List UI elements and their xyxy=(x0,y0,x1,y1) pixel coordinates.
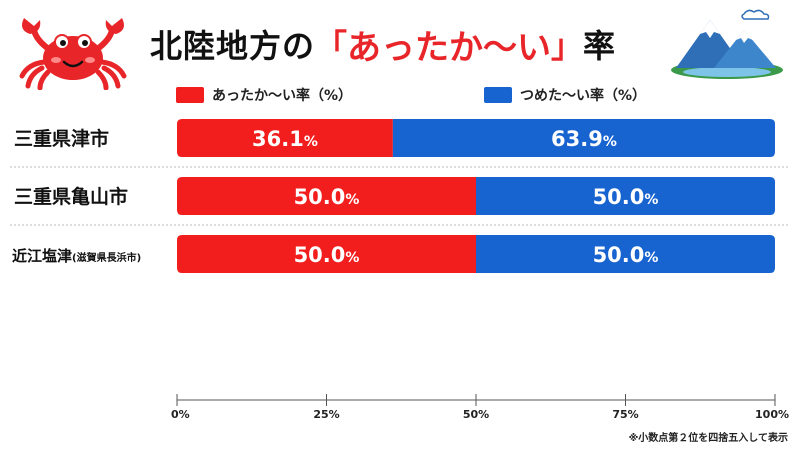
x-tick-label: 0% xyxy=(171,408,190,421)
legend-label-cold: つめた〜い率（%） xyxy=(520,88,647,104)
title-bracket-open: 「 xyxy=(315,27,348,65)
x-tick-label: 100% xyxy=(755,408,789,421)
data-label: 50.0% xyxy=(593,243,659,267)
bar-segment xyxy=(177,235,476,273)
legend-label-warm: あったか〜い率（%） xyxy=(212,88,353,104)
mountain-icon xyxy=(671,9,783,79)
x-tick-label: 25% xyxy=(313,408,339,421)
legend-item-cold: つめた〜い率（%） xyxy=(484,84,646,106)
category-label: 三重県津市 xyxy=(14,127,109,150)
data-label: 50.0% xyxy=(593,185,659,209)
category-label: 近江塩津(滋賀県長浜市) xyxy=(12,247,141,265)
chart-title: 北陸地方の 「 あったか〜い 」 率 xyxy=(150,14,615,74)
x-tick-label: 50% xyxy=(463,408,489,421)
legend-item-warm: あったか〜い率（%） xyxy=(176,84,352,106)
footnote: ※小数点第２位を四捨五入して表示 xyxy=(628,433,788,444)
legend-swatch-warm xyxy=(176,87,204,103)
bar-segment xyxy=(476,235,775,273)
crab-icon xyxy=(19,18,127,90)
category-label: 三重県亀山市 xyxy=(14,185,128,208)
title-highlight-text: あったか〜い xyxy=(347,27,552,68)
title-bracket-close: 」 xyxy=(551,27,584,65)
title-suffix-text: 率 xyxy=(583,27,616,65)
data-label: 63.9% xyxy=(551,127,617,151)
data-label: 50.0% xyxy=(294,243,360,267)
bar-segment xyxy=(177,177,476,215)
data-label: 50.0% xyxy=(294,185,360,209)
legend-swatch-cold xyxy=(484,87,512,103)
bar-segment xyxy=(392,119,775,157)
title-main-text: 北陸地方の xyxy=(150,27,316,65)
x-tick-label: 75% xyxy=(612,408,638,421)
chart-legend: あったか〜い率（%） つめた〜い率（%） xyxy=(0,84,800,106)
data-label: 36.1% xyxy=(252,127,318,151)
bar-segment xyxy=(177,119,393,157)
bar-segment xyxy=(476,177,775,215)
